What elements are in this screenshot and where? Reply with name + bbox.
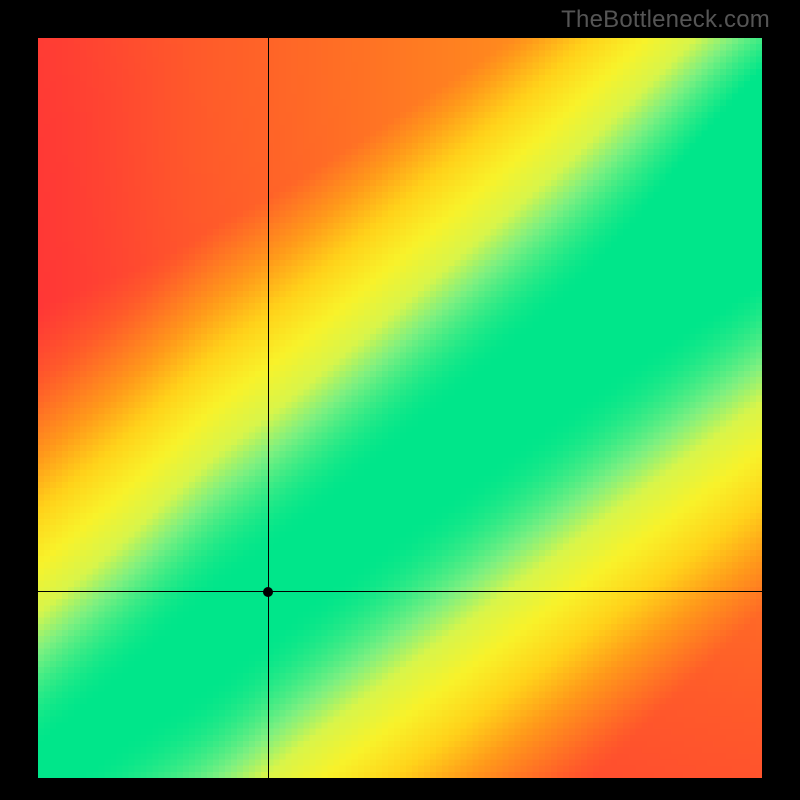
watermark-text: TheBottleneck.com	[561, 6, 770, 34]
crosshair-horizontal	[38, 591, 762, 592]
crosshair-vertical	[268, 38, 269, 778]
bottleneck-heatmap	[38, 38, 762, 778]
marker-point	[263, 587, 273, 597]
chart-container: TheBottleneck.com	[0, 0, 800, 800]
